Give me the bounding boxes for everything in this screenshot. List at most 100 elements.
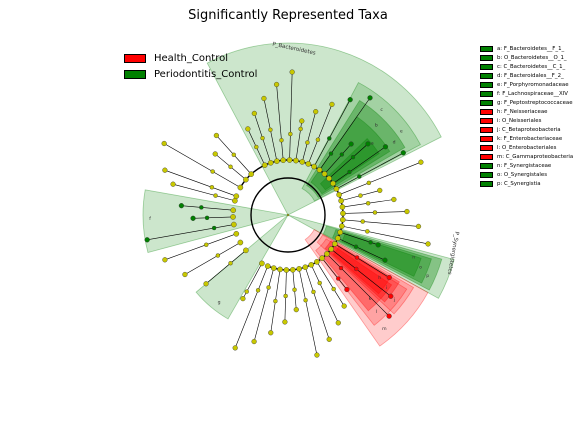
node-inner bbox=[243, 176, 249, 183]
sector-bacteroidetes bbox=[206, 42, 442, 216]
node-inner bbox=[233, 193, 240, 199]
key-label: d: F_Bacteroidales__F_2_ bbox=[497, 72, 564, 79]
node-inner bbox=[321, 171, 328, 177]
sector-p bbox=[322, 225, 443, 291]
node-leaf bbox=[161, 140, 167, 147]
key-item-h: h: F_Neisseriaceae bbox=[480, 107, 573, 116]
key-swatch bbox=[480, 90, 493, 97]
node-leaf bbox=[404, 208, 410, 215]
node-mid bbox=[209, 185, 215, 190]
legend-swatch-health bbox=[124, 53, 146, 63]
node-mid bbox=[303, 298, 308, 303]
sector-letter-c: c bbox=[380, 108, 383, 113]
node-inner bbox=[293, 157, 299, 164]
branch bbox=[313, 99, 351, 167]
key-item-i: i: O_Neisseriales bbox=[480, 116, 573, 125]
node-leaf bbox=[348, 141, 354, 147]
branch bbox=[328, 143, 369, 179]
node-mid bbox=[347, 169, 352, 175]
key-swatch bbox=[480, 144, 493, 151]
node-mid bbox=[268, 127, 273, 132]
key-label: l: O_Enterobacteriales bbox=[497, 144, 557, 151]
branch bbox=[316, 261, 345, 307]
branch bbox=[305, 267, 330, 340]
node-leaf bbox=[232, 345, 238, 351]
ring-inner bbox=[250, 177, 326, 253]
node-inner bbox=[243, 247, 249, 254]
node-mid bbox=[231, 152, 237, 158]
key-label: c: C_Bacteroidetes__C_1_ bbox=[497, 63, 566, 70]
node-inner bbox=[330, 180, 336, 187]
node-leaf bbox=[326, 336, 332, 342]
node-leaf bbox=[289, 69, 295, 75]
node-inner bbox=[338, 197, 344, 204]
key-swatch bbox=[480, 180, 493, 187]
node-inner bbox=[333, 186, 340, 192]
branch bbox=[342, 219, 419, 227]
node-inner bbox=[231, 221, 237, 228]
node-leaf bbox=[367, 95, 373, 101]
node-mid bbox=[279, 138, 284, 143]
branch bbox=[205, 250, 247, 285]
key-item-j: j: C_Betaproteobacteria bbox=[480, 125, 573, 134]
node-leaf bbox=[203, 281, 209, 287]
node-leaf bbox=[261, 95, 267, 102]
sector-n bbox=[341, 233, 422, 277]
sector-letter-p: p bbox=[426, 274, 429, 279]
key-item-f: f: F_Lachnospiraceae__XIV bbox=[480, 89, 573, 98]
key-item-d: d: F_Bacteroidales__F_2_ bbox=[480, 71, 573, 80]
node-inner bbox=[286, 157, 293, 163]
node-inner bbox=[237, 184, 244, 191]
node-mid bbox=[315, 137, 321, 142]
node-mid bbox=[288, 131, 293, 137]
node-mid bbox=[215, 253, 221, 258]
node-leaf bbox=[212, 151, 218, 157]
branch bbox=[172, 183, 235, 202]
branch bbox=[147, 224, 234, 241]
branch bbox=[253, 268, 275, 342]
key-label: k: F_Enterobacteriaceae bbox=[497, 135, 563, 142]
node-leaf bbox=[170, 181, 176, 187]
node-inner bbox=[248, 171, 254, 177]
branch bbox=[336, 152, 404, 190]
key-swatch bbox=[480, 45, 493, 52]
node-leaf bbox=[299, 118, 305, 124]
branch bbox=[193, 216, 234, 219]
node-leaf bbox=[178, 203, 185, 209]
sector-letter-d: d bbox=[393, 139, 396, 145]
branch bbox=[339, 161, 422, 195]
sector-letter-b: b bbox=[375, 123, 378, 129]
sector-m bbox=[304, 229, 429, 347]
node-leaf bbox=[415, 223, 422, 230]
key-swatch bbox=[480, 126, 493, 133]
clade-highlight-layer bbox=[142, 42, 455, 347]
node-leaf bbox=[314, 352, 320, 358]
key-label: n: F_Synergistaceae bbox=[497, 162, 552, 169]
key-swatch bbox=[480, 135, 493, 142]
node-mid bbox=[305, 140, 310, 145]
branch bbox=[301, 111, 316, 162]
key-swatch bbox=[480, 72, 493, 79]
node-leaf bbox=[391, 196, 397, 203]
node-mid bbox=[266, 285, 271, 290]
node-mid bbox=[204, 242, 209, 247]
node-inner bbox=[230, 214, 236, 220]
key-label: f: F_Lachnospiraceae__XIV bbox=[497, 90, 568, 97]
key-item-p: p: C_Synergistia bbox=[480, 179, 573, 188]
key-item-n: n: F_Synergistaceae bbox=[480, 161, 573, 170]
branch bbox=[298, 268, 318, 356]
node-inner bbox=[264, 263, 271, 269]
node-leaf bbox=[240, 296, 246, 302]
node-leaf bbox=[162, 167, 168, 173]
branch bbox=[234, 266, 268, 349]
node-inner bbox=[316, 167, 323, 173]
node-inner bbox=[340, 210, 346, 217]
node-mid bbox=[311, 289, 316, 295]
node-leaf bbox=[375, 242, 381, 248]
node-inner bbox=[277, 266, 283, 273]
node-inner bbox=[280, 157, 287, 164]
node-mid bbox=[331, 286, 336, 292]
key-item-c: c: C_Bacteroidetes__C_1_ bbox=[480, 62, 573, 71]
node-mid bbox=[368, 240, 373, 245]
